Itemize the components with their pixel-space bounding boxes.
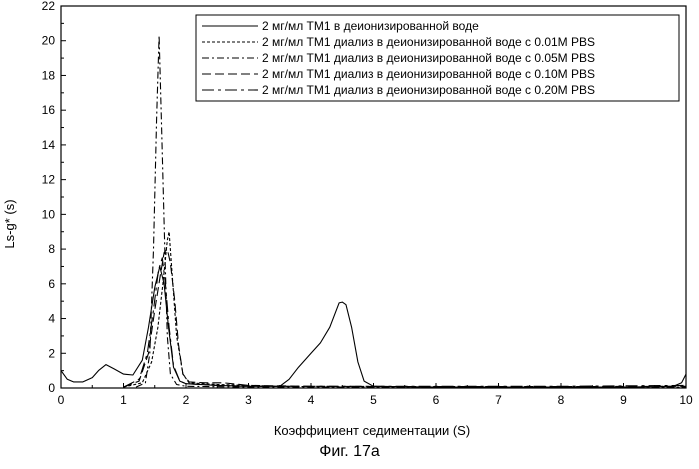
x-tick-label: 8 — [558, 393, 565, 407]
y-tick-label: 4 — [48, 312, 55, 326]
y-tick-label: 20 — [42, 34, 56, 48]
legend: 2 мг/мл ТМ1 в деионизированной воде 2 мг/… — [196, 15, 679, 101]
x-axis-title: Коэффициент седиментации (S) — [274, 423, 470, 438]
series-line-1 — [61, 267, 686, 388]
x-tick-label: 2 — [183, 393, 190, 407]
legend-entry: 2 мг/мл ТМ1 диализ в деионизированной во… — [262, 83, 595, 97]
x-tick-label: 0 — [58, 393, 65, 407]
y-axis: 0 2 4 6 8 10 12 14 16 18 20 22 — [42, 0, 66, 395]
sedimentation-chart: 012345678910 0246810121416182022 2 мг/мл… — [0, 0, 699, 440]
x-tick-label: 1 — [120, 393, 127, 407]
x-tick-label: 4 — [308, 393, 315, 407]
y-axis-title: Ls-g* (s) — [2, 199, 17, 248]
x-tick-label: 5 — [370, 393, 377, 407]
y-tick-label: 2 — [48, 346, 55, 360]
series-line-2 — [124, 232, 687, 387]
legend-entry: 2 мг/мл ТМ1 диализ в деионизированной во… — [262, 67, 595, 81]
x-tick-label: 6 — [433, 393, 440, 407]
legend-entry: 2 мг/мл ТМ1 диализ в деионизированной во… — [262, 51, 595, 65]
figure-caption: Фиг. 17а — [0, 443, 699, 461]
y-tick-label: 6 — [48, 277, 55, 291]
y-tick-label: 8 — [48, 242, 55, 256]
y-tick-label: 0 — [48, 381, 55, 395]
x-tick-label: 9 — [620, 393, 627, 407]
legend-entry: 2 мг/мл ТМ1 диализ в деионизированной во… — [262, 35, 595, 49]
x-tick-label: 3 — [245, 393, 252, 407]
x-tick-label: 7 — [495, 393, 502, 407]
series-line-4 — [124, 249, 687, 387]
legend-entry: 2 мг/мл ТМ1 в деионизированной воде — [262, 19, 479, 33]
y-tick-label: 10 — [42, 207, 56, 221]
y-tick-label: 18 — [42, 68, 56, 82]
x-tick-label: 10 — [679, 393, 693, 407]
y-tick-label: 14 — [42, 138, 56, 152]
series-line-5 — [124, 258, 687, 387]
y-tick-label: 12 — [42, 173, 56, 187]
y-tick-label: 22 — [42, 0, 56, 13]
y-tick-label: 16 — [42, 103, 56, 117]
